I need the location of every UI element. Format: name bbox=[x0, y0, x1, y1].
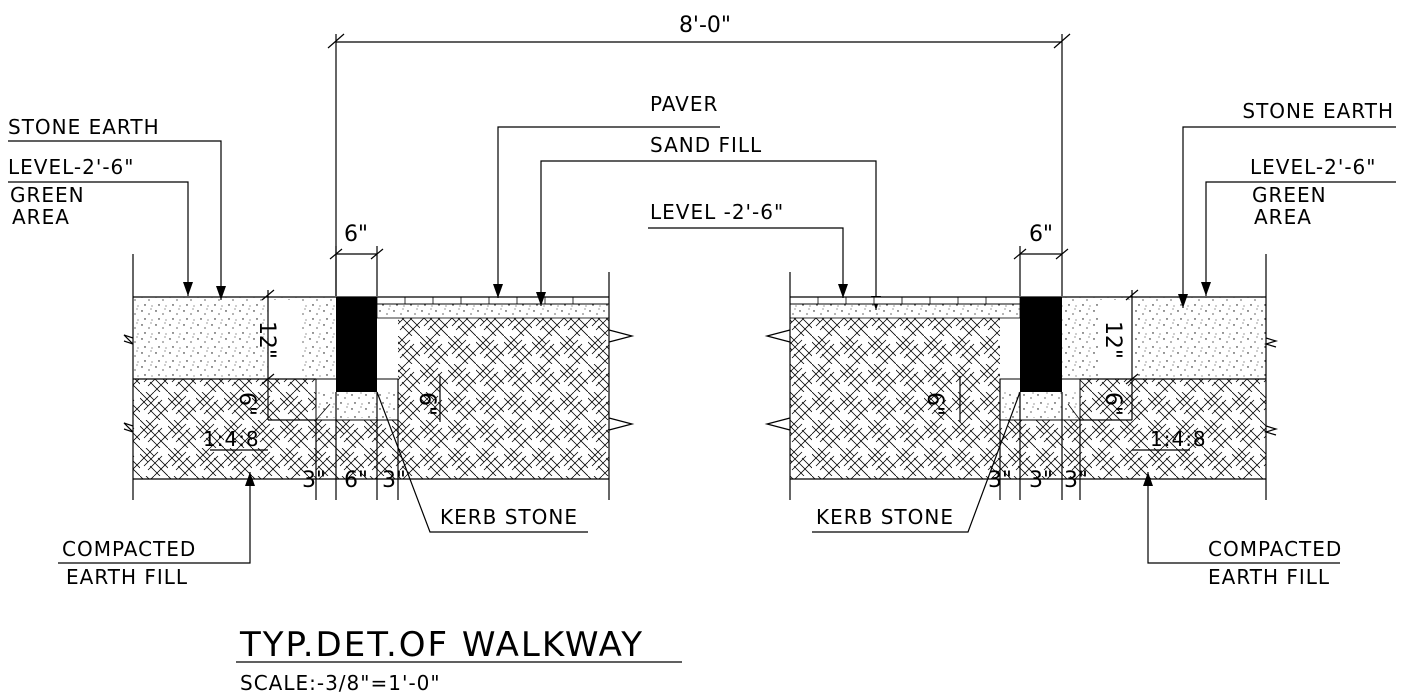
drawing-scale: SCALE:-3/8"=1'-0" bbox=[240, 671, 441, 695]
left-bottom-6-dim: 6" bbox=[344, 468, 368, 493]
left-bottom-3b-dim: 3" bbox=[382, 468, 406, 493]
left-height-12-dim: 12" bbox=[254, 321, 279, 359]
right-height-12-dim: 12" bbox=[1100, 321, 1125, 359]
right-bottom-3b-dim: 3" bbox=[1029, 468, 1053, 493]
right-sand-fill-layer bbox=[789, 303, 1021, 319]
right-compacted-label: COMPACTED bbox=[1208, 537, 1342, 561]
paver-label: PAVER bbox=[650, 92, 718, 116]
right-area-label: AREA bbox=[1254, 205, 1312, 229]
right-green-label: GREEN bbox=[1252, 183, 1327, 207]
left-earth-fill-label: EARTH FILL bbox=[66, 565, 188, 589]
right-6-dim-b: 6" bbox=[1100, 392, 1125, 416]
right-compacted-hatch bbox=[1080, 379, 1266, 479]
left-section: 6" 12" 6" 6" 1:4:8 3" 6" 3" KERB STONE S… bbox=[8, 92, 881, 589]
right-kerb-stone-label: KERB STONE bbox=[816, 505, 954, 529]
overall-dimension: 8'-0" bbox=[327, 13, 1071, 296]
right-paver-layer bbox=[789, 296, 1021, 305]
left-6-dim-a: 6" bbox=[234, 392, 259, 416]
left-area-label: AREA bbox=[12, 205, 70, 229]
left-walkway-base-hatch bbox=[398, 318, 609, 479]
mid-level-label: LEVEL -2'-6" bbox=[650, 200, 784, 224]
left-mix-label: 1:4:8 bbox=[203, 427, 260, 451]
left-kerb-stone bbox=[336, 297, 377, 392]
left-level-label: LEVEL-2'-6" bbox=[8, 155, 134, 179]
right-mix-label: 1:4:8 bbox=[1150, 427, 1207, 451]
right-stone-earth-label: STONE EARTH bbox=[1242, 99, 1394, 123]
right-bottom-3a-dim: 3" bbox=[988, 468, 1012, 493]
right-stone-earth-fill bbox=[1062, 297, 1266, 379]
right-kerb-stone bbox=[1020, 297, 1062, 392]
left-green-label: GREEN bbox=[10, 183, 85, 207]
left-sand-fill-layer bbox=[376, 303, 610, 319]
left-stone-earth-label: STONE EARTH bbox=[8, 115, 160, 139]
drawing-title: TYP.DET.OF WALKWAY bbox=[239, 625, 644, 665]
left-6-dim-b: 6" bbox=[414, 392, 439, 416]
right-earth-fill-label: EARTH FILL bbox=[1208, 565, 1330, 589]
left-kerb-stone-label: KERB STONE bbox=[440, 505, 578, 529]
drawing-title-block: TYP.DET.OF WALKWAY SCALE:-3/8"=1'-0" bbox=[236, 625, 682, 695]
sand-fill-label: SAND FILL bbox=[650, 133, 762, 157]
overall-width-label: 8'-0" bbox=[679, 13, 731, 38]
right-kerb-width-dim: 6" bbox=[1029, 222, 1053, 247]
right-walkway-base-hatch bbox=[790, 318, 1000, 479]
left-bottom-3a-dim: 3" bbox=[302, 468, 326, 493]
right-6-dim-a: 6" bbox=[922, 392, 947, 416]
right-bottom-3c-dim: 3" bbox=[1064, 468, 1088, 493]
left-compacted-label: COMPACTED bbox=[62, 537, 196, 561]
left-compacted-hatch bbox=[133, 379, 316, 479]
right-section: 6" 12" 6" 6" 1:4:8 3" 3" 3" KERB STONE L… bbox=[648, 99, 1396, 589]
right-level-label: LEVEL-2'-6" bbox=[1250, 155, 1376, 179]
left-paver-layer bbox=[376, 296, 610, 305]
left-kerb-width-dim: 6" bbox=[344, 222, 368, 247]
